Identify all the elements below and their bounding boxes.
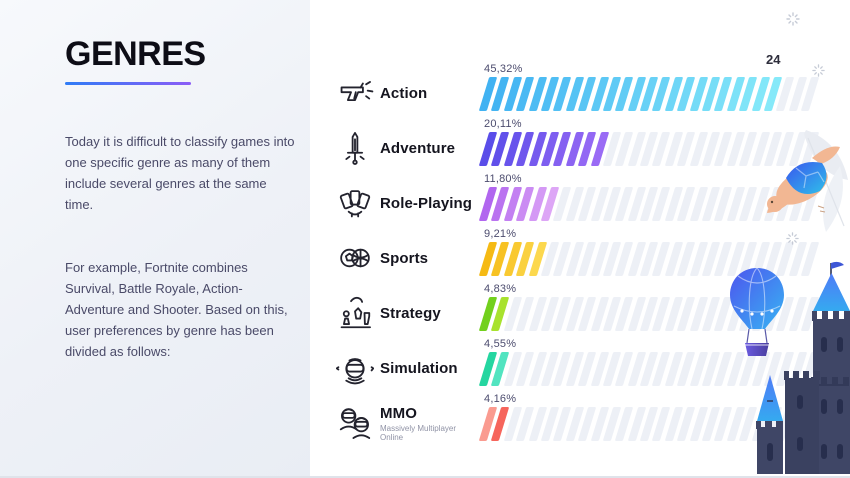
left-panel: GENRES Today it is difficult to classify… — [0, 0, 310, 476]
genre-stripes — [478, 77, 850, 111]
genre-bar: 45,32% — [478, 60, 850, 115]
genre-label-block: Adventure — [380, 115, 478, 170]
pistol-icon — [330, 60, 380, 115]
genre-label-block: Sports — [380, 225, 478, 280]
genre-label-block: Strategy — [380, 280, 478, 335]
genre-label: Strategy — [380, 305, 441, 322]
genre-label: Action — [380, 85, 428, 102]
genre-stripes — [478, 407, 850, 441]
genre-value-label: 4,55% — [484, 338, 517, 350]
genre-row: Sports 9,21% — [330, 225, 850, 280]
genre-row: Role-Playing 11,80% — [330, 170, 850, 225]
genre-row: Adventure 20,11% — [330, 115, 850, 170]
sword-icon — [330, 115, 380, 170]
genre-value-label: 45,32% — [484, 63, 523, 75]
title-underline — [65, 82, 191, 86]
genre-stripes — [478, 187, 850, 221]
genre-label: Role-Playing — [380, 195, 473, 212]
genre-label-block: MMO Massively Multiplayer Online — [380, 390, 478, 445]
genre-label-block: Role-Playing — [380, 170, 478, 225]
genre-bar-chart: 24 Action 45,32% Adventure 20,11% Role-Playi… — [330, 52, 850, 445]
genre-label: MMO — [380, 405, 417, 422]
genre-label: Simulation — [380, 360, 458, 377]
balls-icon — [330, 225, 380, 280]
genre-bar: 11,80% — [478, 170, 850, 225]
genre-stripes — [478, 352, 850, 386]
chess-icon — [330, 280, 380, 335]
genre-value-label: 9,21% — [484, 228, 517, 240]
genre-bar: 4,16% — [478, 390, 850, 445]
genre-label-block: Simulation — [380, 335, 478, 390]
genre-value-label: 4,83% — [484, 283, 517, 295]
genre-row: MMO Massively Multiplayer Online 4,16% — [330, 390, 850, 445]
genre-bar: 4,55% — [478, 335, 850, 390]
genre-sublabel: Massively Multiplayer Online — [380, 424, 457, 442]
genre-label-block: Action — [380, 60, 478, 115]
genre-bar: 9,21% — [478, 225, 850, 280]
left-panel-content: GENRES Today it is difficult to classify… — [0, 0, 310, 362]
genre-value-label: 4,16% — [484, 393, 517, 405]
genre-stripes — [478, 132, 850, 166]
sparkle-icon — [786, 232, 799, 250]
intro-paragraph: Today it is difficult to classify games … — [65, 134, 295, 213]
mmo-players-icon — [330, 390, 380, 445]
genre-row: Simulation 4,55% — [330, 335, 850, 390]
genre-row: Action 45,32% — [330, 60, 850, 115]
genre-stripes — [478, 297, 850, 331]
stripe-count-label: 24 — [766, 52, 781, 67]
cards-icon — [330, 170, 380, 225]
genre-row: Strategy 4,83% — [330, 280, 850, 335]
genre-rows: Action 45,32% Adventure 20,11% Role-Playing 1… — [330, 60, 850, 445]
genre-bar: 4,83% — [478, 280, 850, 335]
sparkle-icon — [812, 64, 825, 82]
page-title: GENRES — [65, 35, 206, 73]
sparkle-icon — [786, 12, 800, 31]
genre-label: Sports — [380, 250, 429, 267]
genre-bar: 20,11% — [478, 115, 850, 170]
genre-label: Adventure — [380, 140, 456, 157]
genre-value-label: 11,80% — [484, 173, 522, 185]
example-paragraph: For example, Fortnite combines Survival,… — [65, 260, 288, 360]
genre-value-label: 20,11% — [484, 118, 522, 130]
vr-headset-icon — [330, 335, 380, 390]
